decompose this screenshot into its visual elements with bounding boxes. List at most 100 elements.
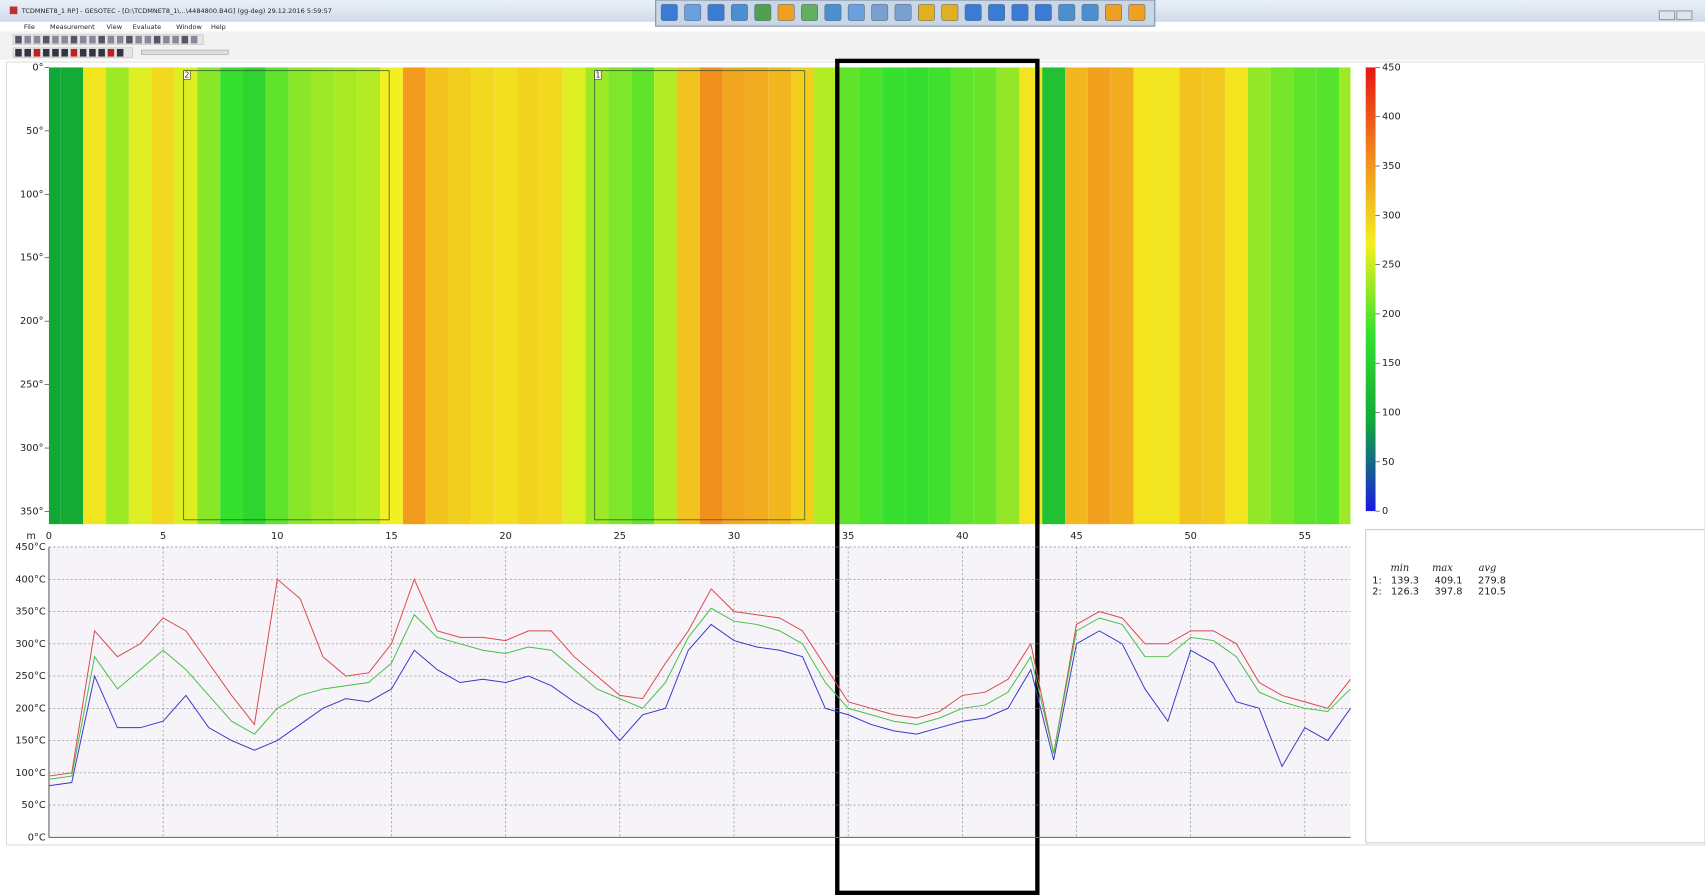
heatmap-column: [311, 67, 335, 525]
toolbar-button[interactable]: [33, 48, 41, 57]
heatmap-column: [265, 67, 289, 525]
toolbar-button[interactable]: [70, 48, 78, 57]
menu-item[interactable]: View: [107, 23, 123, 31]
toolbar-button[interactable]: [89, 48, 96, 57]
heatmap-column: [813, 67, 837, 525]
heatmap-column: [1316, 67, 1340, 525]
toolbar-button[interactable]: [135, 35, 142, 44]
toolbar-button[interactable]: [144, 35, 152, 44]
toolbar-button[interactable]: [107, 48, 115, 57]
colorbar: [1365, 67, 1376, 512]
toolbar-button[interactable]: [52, 35, 59, 44]
heatmap-column: [676, 67, 700, 525]
toolbar-button[interactable]: [15, 48, 22, 57]
slider[interactable]: [141, 49, 229, 55]
toolbar-button[interactable]: [1058, 4, 1076, 21]
toolbar-button[interactable]: [79, 35, 87, 44]
toolbar-button[interactable]: [116, 48, 124, 57]
toolbar-button[interactable]: [126, 35, 133, 44]
toolbar-button[interactable]: [61, 35, 68, 44]
toolbar-button[interactable]: [684, 4, 702, 21]
toolbar-button[interactable]: [871, 4, 889, 21]
toolbar-button[interactable]: [754, 4, 772, 21]
toolbar-area: [0, 31, 1705, 60]
toolbar-button[interactable]: [153, 35, 161, 44]
heatmap-column: [334, 67, 358, 525]
toolbar-button[interactable]: [15, 35, 22, 44]
heatmap-column: [174, 67, 198, 525]
stats-cell: 126.3: [1391, 587, 1419, 598]
menu-item[interactable]: Measurement: [50, 23, 95, 31]
x-tick-label: 5: [160, 531, 166, 542]
heatmap-column: [1247, 67, 1271, 525]
toolbar-button[interactable]: [941, 4, 959, 21]
heatmap-column: [448, 67, 472, 525]
toolbar-button[interactable]: [181, 35, 189, 44]
heatmap-y-tick-label: 250°: [20, 380, 44, 391]
heatmap-column: [1087, 67, 1111, 525]
stats-panel: [1365, 529, 1705, 844]
highlight-box: [835, 58, 1040, 895]
toolbar-button[interactable]: [33, 35, 41, 44]
maximize-button[interactable]: [1676, 10, 1693, 21]
toolbar-button[interactable]: [24, 48, 31, 57]
toolbar-button[interactable]: [894, 4, 912, 21]
y-tick-label: 50°C: [22, 800, 46, 811]
toolbar-button[interactable]: [116, 35, 124, 44]
toolbar-button[interactable]: [190, 35, 198, 44]
x-tick-label: 50: [1184, 531, 1196, 542]
toolbar-button[interactable]: [89, 35, 96, 44]
region-tag: [594, 70, 602, 80]
heatmap-column: [722, 67, 746, 525]
heatmap-y-tick-label: 100°: [20, 189, 44, 200]
heatmap-column: [1179, 67, 1203, 525]
toolbar-button[interactable]: [42, 48, 50, 57]
heatmap-y-tick-label: 200°: [20, 316, 44, 327]
x-tick-label: 35: [842, 531, 854, 542]
toolbar-button[interactable]: [1011, 4, 1029, 21]
toolbar-button[interactable]: [42, 35, 50, 44]
colorbar-tick-label: 100: [1382, 408, 1401, 419]
heatmap-column: [357, 67, 381, 525]
region-tag: [183, 70, 191, 80]
toolbar-button[interactable]: [847, 4, 865, 21]
menu-item[interactable]: Window: [176, 23, 202, 31]
toolbar-button[interactable]: [801, 4, 818, 21]
toolbar-button[interactable]: [824, 4, 842, 21]
toolbar-button[interactable]: [61, 48, 68, 57]
toolbar-button[interactable]: [98, 48, 105, 57]
heatmap-column: [1339, 67, 1351, 525]
toolbar-button[interactable]: [1105, 4, 1122, 21]
toolbar-button[interactable]: [777, 4, 795, 21]
minimize-button[interactable]: [1658, 10, 1676, 21]
heatmap-column: [608, 67, 632, 525]
menu-item[interactable]: Help: [211, 23, 226, 31]
heatmap-column: [836, 67, 860, 525]
toolbar-button[interactable]: [988, 4, 1006, 21]
toolbar-button[interactable]: [707, 4, 725, 21]
toolbar-button[interactable]: [163, 35, 170, 44]
heatmap-column: [402, 67, 426, 525]
heatmap-column: [220, 67, 244, 525]
toolbar-button[interactable]: [79, 48, 87, 57]
toolbar-button[interactable]: [172, 35, 179, 44]
menu-item[interactable]: Evaluate: [133, 23, 161, 31]
toolbar-button[interactable]: [1081, 4, 1099, 21]
toolbar-button[interactable]: [52, 48, 59, 57]
stats-header: avg: [1479, 563, 1497, 574]
toolbar-button[interactable]: [24, 35, 31, 44]
colorbar-tick-label: 0: [1382, 506, 1388, 517]
toolbar-button[interactable]: [964, 4, 982, 21]
toolbar-button[interactable]: [1128, 4, 1146, 21]
series-line: [48, 607, 1351, 780]
toolbar-button[interactable]: [730, 4, 748, 21]
toolbar-button[interactable]: [70, 35, 78, 44]
menu-bar: File Measurement View Evaluate Window Help: [24, 23, 226, 31]
toolbar-button[interactable]: [1034, 4, 1052, 21]
menu-item[interactable]: File: [24, 23, 35, 31]
toolbar-button[interactable]: [660, 4, 678, 21]
toolbar-button[interactable]: [98, 35, 105, 44]
toolbar-button[interactable]: [107, 35, 115, 44]
stats-cell: 409.1: [1435, 576, 1463, 587]
toolbar-button[interactable]: [918, 4, 935, 21]
